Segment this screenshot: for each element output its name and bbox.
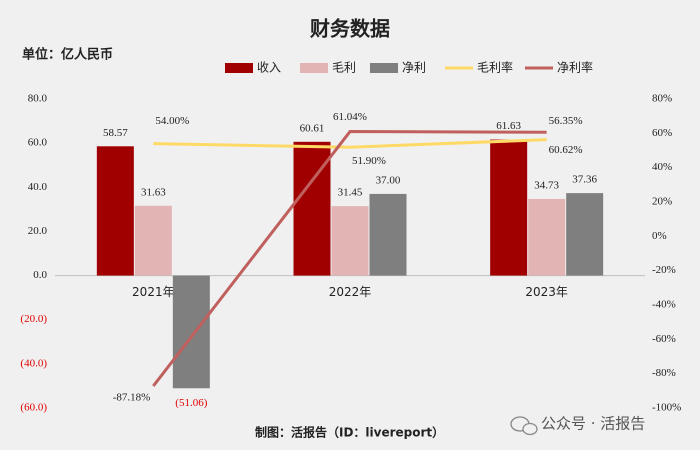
- data-label: -87.18%: [113, 392, 151, 404]
- bar: [331, 206, 369, 276]
- legend-swatch: [300, 63, 328, 73]
- legend-label: 收入: [257, 61, 281, 75]
- data-label: 34.73: [534, 179, 559, 191]
- watermark: 公众号 · 活报告: [541, 415, 645, 433]
- y2-tick-label: -100%: [652, 402, 681, 414]
- y-tick-label: 0.0: [33, 269, 47, 281]
- data-label: 31.63: [141, 186, 166, 198]
- data-label: 60.62%: [549, 144, 583, 156]
- y2-tick-label: -40%: [652, 299, 676, 311]
- y-tick-label: 80.0: [28, 93, 48, 105]
- y2-tick-label: 20%: [652, 196, 672, 208]
- y-tick-label: 20.0: [28, 225, 48, 237]
- y2-tick-label: 40%: [652, 161, 672, 173]
- data-label: 37.36: [572, 174, 597, 186]
- bar: [566, 193, 604, 276]
- bar: [96, 146, 134, 276]
- data-label: 56.35%: [549, 115, 583, 127]
- legend-label: 毛利率: [477, 60, 513, 75]
- bar: [134, 205, 172, 276]
- data-label: 61.63: [496, 120, 521, 132]
- data-label: 31.45: [338, 187, 363, 199]
- data-label: 51.90%: [352, 155, 386, 167]
- data-label: 54.00%: [155, 115, 189, 127]
- y2-tick-label: 80%: [652, 93, 672, 105]
- y2-tick-label: 0%: [652, 230, 667, 242]
- x-tick-label: 2022年: [329, 285, 372, 299]
- data-label: 60.61: [300, 122, 325, 134]
- y-tick-label: 60.0: [28, 137, 48, 149]
- data-label: 61.04%: [333, 111, 367, 123]
- bar: [369, 193, 407, 276]
- y-tick-label: (40.0): [20, 357, 47, 369]
- legend-label: 净利: [402, 61, 426, 75]
- x-tick-label: 2021年: [132, 285, 175, 299]
- y2-tick-label: 60%: [652, 127, 672, 139]
- y2-tick-label: -60%: [652, 333, 676, 345]
- y2-tick-label: -80%: [652, 367, 676, 379]
- y-tick-label: (20.0): [20, 313, 47, 325]
- legend-label: 净利率: [557, 60, 593, 75]
- bar: [528, 198, 566, 276]
- footer: 制图：活报告（ID：livereport）: [255, 425, 444, 440]
- line: [152, 130, 547, 387]
- unit-label: 单位：亿人民币: [22, 47, 113, 63]
- legend-swatch: [370, 63, 398, 73]
- legend-swatch: [225, 63, 253, 73]
- bar: [490, 139, 528, 276]
- data-label: 37.00: [376, 174, 401, 186]
- data-label: (51.06): [175, 397, 207, 409]
- chart-title: 财务数据: [310, 17, 390, 41]
- y-tick-label: (60.0): [20, 402, 47, 414]
- y2-tick-label: -20%: [652, 264, 676, 276]
- watermark-icon: [510, 416, 538, 436]
- bar: [172, 275, 210, 389]
- legend-label: 毛利: [332, 61, 356, 75]
- y-tick-label: 40.0: [28, 181, 48, 193]
- data-label: 58.57: [103, 127, 128, 139]
- line: [153, 138, 547, 149]
- x-tick-label: 2023年: [525, 285, 568, 299]
